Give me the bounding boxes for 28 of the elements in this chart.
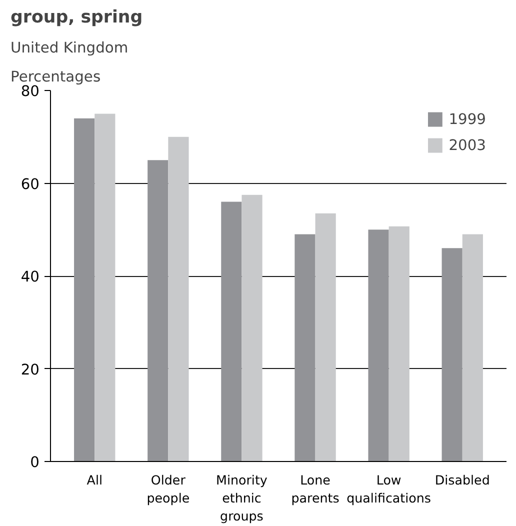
bar	[168, 136, 189, 462]
chart-title: group, spring	[10, 8, 143, 28]
legend-label: 1999	[448, 110, 486, 128]
bar	[442, 248, 462, 462]
chart-subtitle: United Kingdom	[10, 40, 128, 56]
bar	[294, 234, 316, 462]
y-tick-label: 80	[20, 83, 40, 100]
y-tick-label: 60	[20, 176, 40, 193]
bar	[94, 114, 116, 462]
bar	[242, 194, 262, 462]
bar	[221, 202, 242, 462]
bar	[315, 213, 336, 462]
bar	[148, 160, 168, 462]
y-tick-label: 40	[20, 268, 40, 286]
y-tick-label: 0	[30, 454, 40, 471]
bar	[388, 226, 410, 462]
x-tick-label: Older people	[146, 472, 190, 506]
x-tick-label: Low qualifications	[346, 472, 432, 506]
x-tick-label: Minority ethnic groups	[216, 472, 268, 524]
x-tick-label: All	[86, 472, 102, 488]
x-tick-label: Disabled	[434, 472, 490, 488]
bar	[462, 234, 483, 462]
bar	[74, 118, 95, 462]
x-tick-label: Lone parents	[291, 472, 340, 506]
bar	[368, 230, 389, 462]
legend-label: 2003	[448, 136, 486, 154]
y-axis-title: Percentages	[10, 68, 101, 86]
y-tick-label: 20	[20, 361, 40, 378]
